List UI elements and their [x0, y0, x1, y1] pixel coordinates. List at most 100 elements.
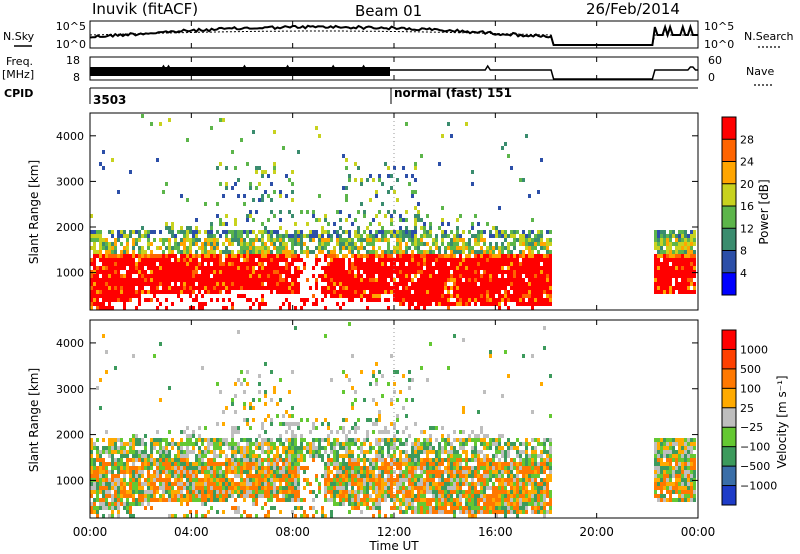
heatmap-cell [315, 234, 318, 238]
heatmap-cell [201, 502, 204, 506]
heatmap-cell [114, 494, 117, 498]
heatmap-cell [171, 246, 174, 250]
heatmap-cell [366, 254, 369, 258]
heatmap-cell [270, 182, 273, 186]
heatmap-cell [114, 490, 117, 494]
heatmap-cell [282, 498, 285, 502]
heatmap-cell [528, 290, 531, 294]
heatmap-cell [159, 494, 162, 498]
heatmap-cell [348, 438, 351, 442]
heatmap-cell [528, 258, 531, 262]
heatmap-cell [291, 474, 294, 478]
heatmap-cell [468, 514, 471, 518]
heatmap-cell [366, 438, 369, 442]
heatmap-cell [261, 278, 264, 282]
heatmap-cell [204, 426, 207, 430]
heatmap-cell [102, 246, 105, 250]
heatmap-cell [321, 230, 324, 234]
heatmap-cell [366, 282, 369, 286]
heatmap-cell [234, 474, 237, 478]
heatmap-cell [414, 442, 417, 446]
heatmap-cell [288, 454, 291, 458]
heatmap-cell [384, 234, 387, 238]
heatmap-cell [285, 246, 288, 250]
heatmap-cell [273, 478, 276, 482]
heatmap-cell [345, 486, 348, 490]
heatmap-cell [687, 238, 690, 242]
heatmap-cell [357, 234, 360, 238]
heatmap-cell [519, 250, 522, 254]
heatmap-cell [204, 478, 207, 482]
heatmap-cell [351, 282, 354, 286]
heatmap-cell [372, 398, 375, 402]
heatmap-cell [249, 262, 252, 266]
heatmap-cell [162, 258, 165, 262]
heatmap-cell [453, 490, 456, 494]
heatmap-cell [348, 294, 351, 298]
heatmap-cell [441, 222, 444, 226]
heatmap-cell [138, 278, 141, 282]
heatmap-cell [351, 442, 354, 446]
heatmap-cell [504, 258, 507, 262]
heatmap-cell [195, 462, 198, 466]
heatmap-cell [330, 238, 333, 242]
heatmap-cell [411, 270, 414, 274]
heatmap-cell [330, 494, 333, 498]
heatmap-cell [459, 274, 462, 278]
heatmap-cell [447, 458, 450, 462]
heatmap-cell [339, 234, 342, 238]
heatmap-cell [426, 262, 429, 266]
heatmap-cell [234, 454, 237, 458]
heatmap-cell [204, 266, 207, 270]
heatmap-cell [453, 458, 456, 462]
heatmap-cell [447, 490, 450, 494]
heatmap-cell [270, 262, 273, 266]
heatmap-cell [507, 258, 510, 262]
heatmap-cell [207, 254, 210, 258]
heatmap-cell [297, 446, 300, 450]
heatmap-cell [396, 258, 399, 262]
heatmap-cell [444, 510, 447, 514]
heatmap-cell [381, 250, 384, 254]
heatmap-cell [246, 422, 249, 426]
heatmap-cell [330, 234, 333, 238]
heatmap-cell [540, 238, 543, 242]
heatmap-cell [489, 262, 492, 266]
heatmap-cell [249, 490, 252, 494]
heatmap-cell [168, 262, 171, 266]
heatmap-cell [222, 478, 225, 482]
heatmap-cell [237, 506, 240, 510]
heatmap-cell [468, 230, 471, 234]
heatmap-cell [243, 482, 246, 486]
heatmap-cell [285, 262, 288, 266]
heatmap-cell [282, 302, 285, 306]
heatmap-cell [249, 186, 252, 190]
heatmap-cell [393, 230, 396, 234]
heatmap-cell [447, 486, 450, 490]
heatmap-cell [273, 166, 276, 170]
heatmap-cell [165, 490, 168, 494]
heatmap-cell [147, 474, 150, 478]
heatmap-cell [507, 234, 510, 238]
heatmap-cell [111, 230, 114, 234]
heatmap-cell [285, 430, 288, 434]
heatmap-cell [162, 478, 165, 482]
heatmap-cell [369, 274, 372, 278]
heatmap-cell [249, 270, 252, 274]
heatmap-cell [654, 266, 657, 270]
heatmap-cell [171, 486, 174, 490]
heatmap-cell [99, 450, 102, 454]
heatmap-cell [153, 462, 156, 466]
heatmap-cell [120, 282, 123, 286]
heatmap-cell [399, 482, 402, 486]
heatmap-cell [435, 438, 438, 442]
heatmap-cell [180, 262, 183, 266]
heatmap-cell [333, 290, 336, 294]
heatmap-cell [357, 278, 360, 282]
heatmap-cell [492, 234, 495, 238]
heatmap-cell [186, 450, 189, 454]
heatmap-cell [336, 294, 339, 298]
heatmap-cell [96, 302, 99, 306]
heatmap-cell [270, 398, 273, 402]
heatmap-cell [531, 246, 534, 250]
